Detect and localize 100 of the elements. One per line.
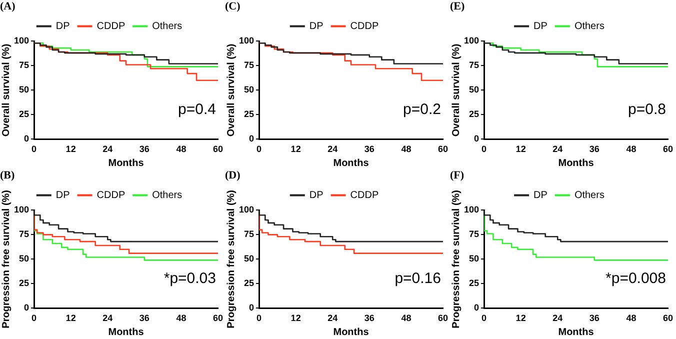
y-tick-label: 25 [469,109,480,120]
y-axis-title: Overall survival (%) [226,44,237,137]
y-tick-label: 0 [24,134,30,144]
chart-title: (E) [450,0,465,12]
x-tick-label: 12 [516,313,526,324]
legend-label: DP [309,190,324,201]
annotation: *p=0.008 [606,270,666,287]
x-tick-label: 60 [212,313,223,324]
y-tick-label: 75 [19,229,30,240]
x-tick-label: 24 [552,144,563,154]
y-axis-title: Progression free survival (%) [0,190,12,328]
x-tick-label: 36 [139,313,150,324]
x-tick-label: 0 [482,144,487,154]
legend-label: CDDP [350,190,379,201]
legend-label: CDDP [96,190,126,201]
x-tick-label: 12 [516,144,526,154]
legend-label: DP [56,190,70,201]
x-tick-label: 48 [401,144,412,154]
x-tick-label: 60 [662,144,673,154]
y-tick-label: 50 [19,254,30,264]
x-tick-label: 24 [552,313,563,324]
x-tick-label: 36 [589,144,600,154]
x-tick-label: 12 [290,144,301,154]
x-tick-label: 24 [102,313,113,324]
y-tick-label: 50 [469,84,480,95]
y-tick-label: 25 [19,109,30,120]
x-tick-label: 12 [66,144,76,154]
x-tick-label: 36 [364,313,374,324]
legend-label: DP [309,20,324,32]
x-tick-label: 36 [589,313,600,324]
legend-label: Others [152,20,182,32]
annotation: p=0.4 [178,100,216,118]
y-axis-title: Overall survival (%) [0,44,12,137]
legend-label: DP [56,20,70,32]
y-tick-label: 0 [474,302,480,313]
chart-title: (D) [225,169,241,182]
legend-label: CDDP [96,20,126,32]
x-axis-title: Months [558,326,594,338]
y-tick-label: 50 [244,84,254,95]
x-tick-label: 48 [176,313,186,324]
legend-label: DP [534,20,548,32]
x-tick-label: 12 [66,313,76,324]
x-axis-title: Months [108,326,144,338]
x-tick-label: 60 [212,144,223,154]
x-axis-title: Months [333,158,370,169]
x-tick-label: 48 [626,313,636,324]
y-tick-label: 75 [244,60,254,70]
x-tick-label: 36 [139,144,150,154]
legend-label: Others [574,190,604,201]
x-tick-label: 24 [328,313,338,324]
x-tick-label: 12 [290,313,301,324]
y-axis-title: Progression free survival (%) [226,190,237,328]
legend-label: CDDP [350,20,379,32]
chart-title: (F) [450,169,464,182]
x-tick-label: 0 [32,313,37,324]
y-tick-label: 100 [238,36,254,46]
y-tick-label: 0 [24,302,30,313]
y-tick-label: 75 [19,60,30,70]
y-tick-label: 100 [464,36,480,46]
annotation: p=0.16 [394,270,441,287]
x-axis-title: Months [108,158,144,169]
x-tick-label: 48 [626,144,636,154]
x-tick-label: 60 [438,144,448,154]
y-tick-label: 75 [244,229,254,240]
y-tick-label: 50 [19,84,30,95]
annotation: p=0.2 [403,100,441,118]
x-tick-label: 0 [256,313,262,324]
legend-label: Others [152,190,182,201]
y-tick-label: 100 [464,204,480,215]
x-tick-label: 24 [328,144,338,154]
y-tick-label: 100 [238,204,254,215]
y-tick-label: 75 [469,60,480,70]
legend-label: Others [574,20,604,32]
y-tick-label: 50 [244,254,254,264]
chart-title: (A) [0,0,16,12]
y-tick-label: 25 [244,109,254,120]
y-tick-label: 25 [244,278,254,288]
y-tick-label: 50 [469,254,480,264]
x-tick-label: 48 [401,313,412,324]
x-tick-label: 24 [102,144,113,154]
x-axis-title: Months [333,326,370,338]
y-tick-label: 100 [14,36,30,46]
annotation: *p=0.03 [164,270,216,287]
chart-title: (C) [225,0,241,12]
chart-title: (B) [0,169,15,182]
y-tick-label: 0 [249,302,254,313]
y-axis-title: Progression free survival (%) [450,190,462,328]
x-tick-label: 60 [438,313,448,324]
x-tick-label: 48 [176,144,186,154]
y-tick-label: 25 [469,278,480,288]
y-tick-label: 75 [469,229,480,240]
y-tick-label: 0 [474,134,480,144]
x-tick-label: 0 [256,144,262,154]
y-tick-label: 100 [14,204,30,215]
x-tick-label: 60 [662,313,673,324]
x-tick-label: 36 [364,144,374,154]
y-tick-label: 0 [249,134,254,144]
legend-label: DP [534,190,548,201]
x-tick-label: 0 [482,313,487,324]
x-tick-label: 0 [32,144,37,154]
